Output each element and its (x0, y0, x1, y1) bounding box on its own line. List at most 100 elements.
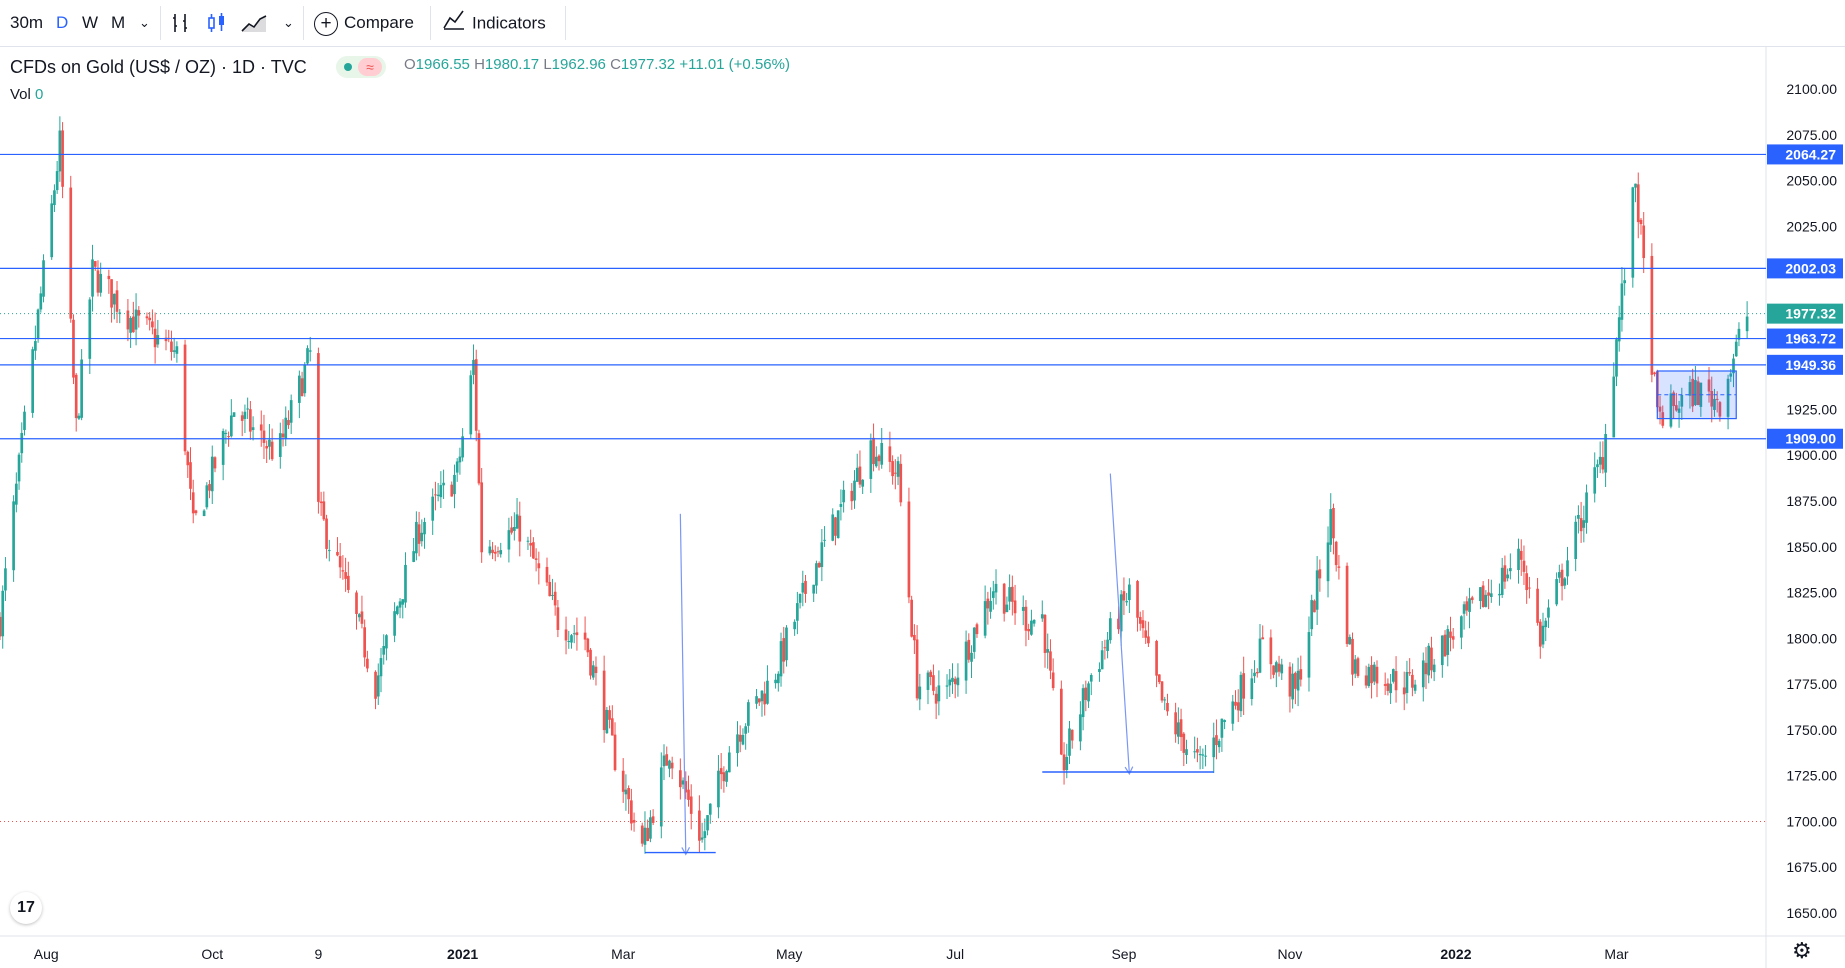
bar-style-icon[interactable] (170, 8, 194, 38)
candle-body (1696, 381, 1700, 406)
candle-body (681, 780, 685, 785)
candle-body (1198, 754, 1202, 756)
candle-body (1280, 664, 1284, 674)
candle-body (1307, 632, 1311, 678)
candle-body (1157, 674, 1161, 683)
chart-type-chevron-icon[interactable]: ⌄ (283, 15, 294, 30)
symbol-title[interactable]: CFDs on Gold (US$ / OZ) · 1D · TVC (10, 57, 307, 77)
interval-30m-button[interactable]: 30m (10, 13, 44, 32)
trend-arrow[interactable] (1109, 473, 1130, 774)
candle-body (480, 482, 484, 553)
candle-body (564, 629, 568, 641)
candle-body (382, 646, 386, 655)
candle-body (858, 466, 862, 485)
price-axis-tick-label: 1700.00 (1786, 813, 1837, 829)
candle-body (1367, 666, 1371, 687)
candle-body (423, 521, 426, 535)
candle-body (499, 550, 503, 555)
candle-body (1100, 650, 1104, 670)
candle-body (1555, 579, 1558, 605)
interval-dropdown-chevron-icon[interactable]: ⌄ (139, 15, 150, 30)
candle-body (208, 484, 211, 491)
candle-body (668, 760, 671, 769)
interval-week-button[interactable]: W (82, 13, 99, 32)
candle-body (836, 510, 840, 538)
compare-label: Compare (344, 13, 414, 32)
candle-body (1413, 684, 1417, 691)
candle-body (1639, 219, 1643, 225)
candle-body (608, 710, 611, 720)
candle-body (327, 550, 331, 552)
candle-body (1201, 754, 1205, 756)
candle-body (1008, 587, 1011, 602)
candle-body (1427, 645, 1431, 676)
candle-body (1446, 629, 1450, 655)
candle-body (1432, 664, 1436, 673)
price-axis-tick-label: 1900.00 (1786, 447, 1837, 463)
candle-body (1032, 619, 1036, 624)
candle-body (1296, 670, 1300, 691)
interval-month-button[interactable]: M (111, 13, 126, 32)
candle-body (172, 350, 176, 352)
candle-body (232, 412, 236, 417)
candle-body (96, 270, 100, 293)
candle-body (798, 593, 802, 603)
candle-body (415, 521, 418, 554)
candle-body (700, 837, 704, 840)
candle-body (357, 614, 361, 618)
candle-body (703, 831, 707, 838)
candle-body (679, 770, 682, 788)
candle-body (665, 754, 669, 766)
price-axis-tick-label: 1675.00 (1786, 859, 1837, 875)
indicators-button[interactable]: Indicators (442, 8, 546, 38)
tradingview-logo-icon[interactable]: 17 (10, 892, 42, 924)
interval-day-button[interactable]: D (56, 13, 69, 32)
toolbar-divider (565, 6, 566, 40)
candle-body (31, 349, 34, 413)
candle-body (469, 375, 473, 435)
candle-body (20, 432, 24, 454)
ohlc-readout: O1966.55 H1980.17 L1962.96 C1977.32 +11.… (404, 56, 790, 73)
candle-body (649, 817, 652, 839)
candle-body (1106, 639, 1109, 651)
compare-button[interactable]: + Compare (314, 8, 414, 38)
range-box[interactable] (1656, 370, 1737, 420)
candle-body (1277, 663, 1281, 672)
time-axis-tick-label: 9 (315, 946, 323, 962)
toolbar-divider (160, 6, 161, 40)
candle-body (755, 696, 758, 704)
candle-body (774, 679, 777, 684)
candle-body (630, 800, 633, 824)
candle-body (289, 400, 293, 423)
candle-body (869, 440, 873, 479)
area-style-icon[interactable] (240, 8, 268, 38)
candle-body (1566, 560, 1569, 577)
candle-body (1294, 672, 1297, 689)
candle-body (336, 552, 339, 556)
candle-body (594, 666, 598, 674)
candle-body (205, 485, 209, 508)
candle-body (722, 772, 726, 782)
candle-body (265, 446, 269, 449)
candle-body (855, 467, 859, 482)
candle-body (1353, 659, 1357, 674)
candle-body (717, 770, 720, 808)
candle-body (1141, 620, 1145, 629)
settings-gear-icon[interactable]: ⚙ (1792, 938, 1812, 963)
candle-body (820, 542, 824, 567)
low-label: L (543, 56, 552, 73)
candle-body (145, 316, 149, 319)
candle-body (1465, 601, 1469, 611)
candle-body (436, 494, 440, 496)
candle-body (1236, 702, 1240, 711)
price-chart[interactable]: 1650.00 1675.00 1700.00 1725.00 1750.00 1775.… (0, 47, 1845, 968)
candle-style-icon[interactable] (205, 8, 229, 38)
market-status-badge[interactable]: ≈ (336, 56, 386, 78)
candle-body (134, 309, 138, 330)
indicators-label: Indicators (472, 13, 546, 33)
candle-body (1680, 394, 1684, 407)
candle-body (287, 420, 290, 426)
trend-arrow[interactable] (679, 513, 687, 855)
candle-body (1250, 678, 1254, 700)
candle-body (186, 451, 190, 466)
